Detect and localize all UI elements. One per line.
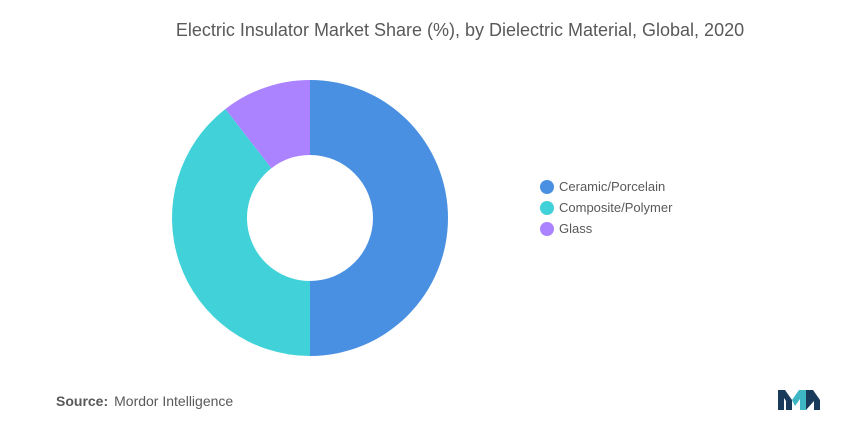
chart-legend: Ceramic/Porcelain Composite/Polymer Glass [540, 176, 672, 239]
source-prefix: Source: [56, 393, 109, 409]
source-text: Mordor Intelligence [114, 393, 234, 409]
logo-right-stroke [806, 390, 820, 410]
legend-label: Glass [559, 221, 593, 236]
legend-label: Ceramic/Porcelain [559, 179, 666, 194]
legend-item: Ceramic/Porcelain [540, 176, 672, 197]
logo-middle-stroke [792, 390, 806, 410]
logo-left-stroke [778, 390, 792, 410]
legend-swatch [540, 221, 554, 236]
chart-title: Electric Insulator Market Share (%), by … [175, 20, 745, 40]
source-note: Source: Mordor Intelligence [56, 393, 233, 409]
mordor-intelligence-logo-icon [778, 390, 820, 410]
legend-swatch [540, 200, 554, 215]
legend-swatch [540, 179, 554, 194]
donut-chart [172, 80, 448, 356]
donut-slice-glass [225, 80, 310, 169]
donut-slice-composite-polymer [172, 108, 310, 356]
legend-item: Composite/Polymer [540, 197, 672, 218]
donut-slice-ceramic-porcelain [310, 80, 448, 356]
legend-label: Composite/Polymer [559, 200, 673, 215]
legend-item: Glass [540, 218, 672, 239]
